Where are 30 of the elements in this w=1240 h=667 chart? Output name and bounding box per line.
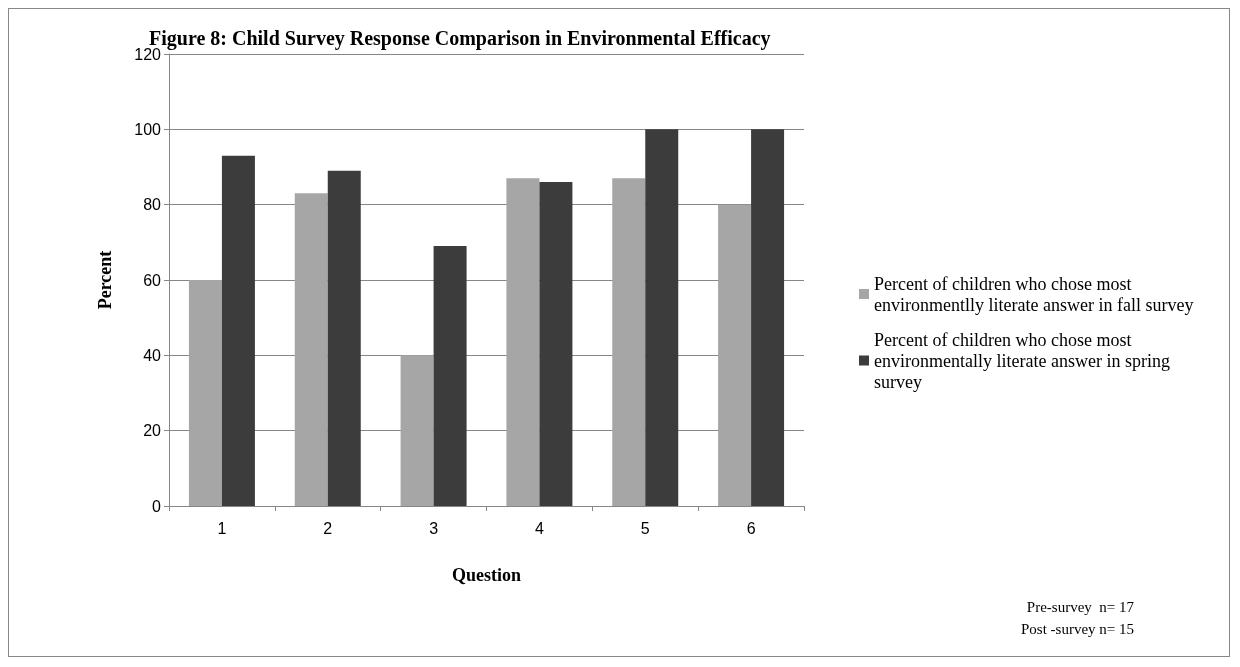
bar	[188, 280, 222, 506]
y-tick-label: 20	[143, 422, 162, 440]
y-tick-label: 0	[152, 497, 162, 515]
x-axis-title: Question	[451, 565, 522, 585]
y-tick-label: 80	[143, 196, 162, 214]
text: Pre-survey n= 17	[1026, 598, 1135, 615]
bar	[751, 129, 785, 506]
text: Post -survey n= 15	[1020, 620, 1134, 637]
bar	[221, 155, 255, 506]
y-tick-label: 60	[143, 271, 162, 289]
bar	[645, 129, 679, 506]
bar	[400, 355, 434, 506]
x-tick-label: 3	[429, 519, 439, 537]
y-tick-label: 100	[134, 120, 162, 138]
x-tick-label: 6	[746, 519, 756, 537]
bar	[433, 246, 467, 506]
bar	[506, 178, 540, 506]
bar	[612, 178, 646, 506]
legend-label: Percent of children who chose most environmentlly literate answer in fall survey	[874, 273, 1194, 315]
bar	[294, 193, 328, 506]
bar	[539, 182, 573, 506]
legend-label: Percent of children who chose most environmentally literate answer in spring survey	[874, 329, 1175, 392]
bar	[718, 204, 752, 506]
x-tick-label: 1	[217, 519, 227, 537]
x-tick-label: 4	[534, 519, 544, 537]
bar	[327, 170, 361, 506]
x-tick-label: 2	[323, 519, 333, 537]
x-tick-label: 5	[640, 519, 650, 537]
y-tick-label: 40	[143, 346, 162, 364]
y-axis-title: Percent	[95, 250, 115, 310]
